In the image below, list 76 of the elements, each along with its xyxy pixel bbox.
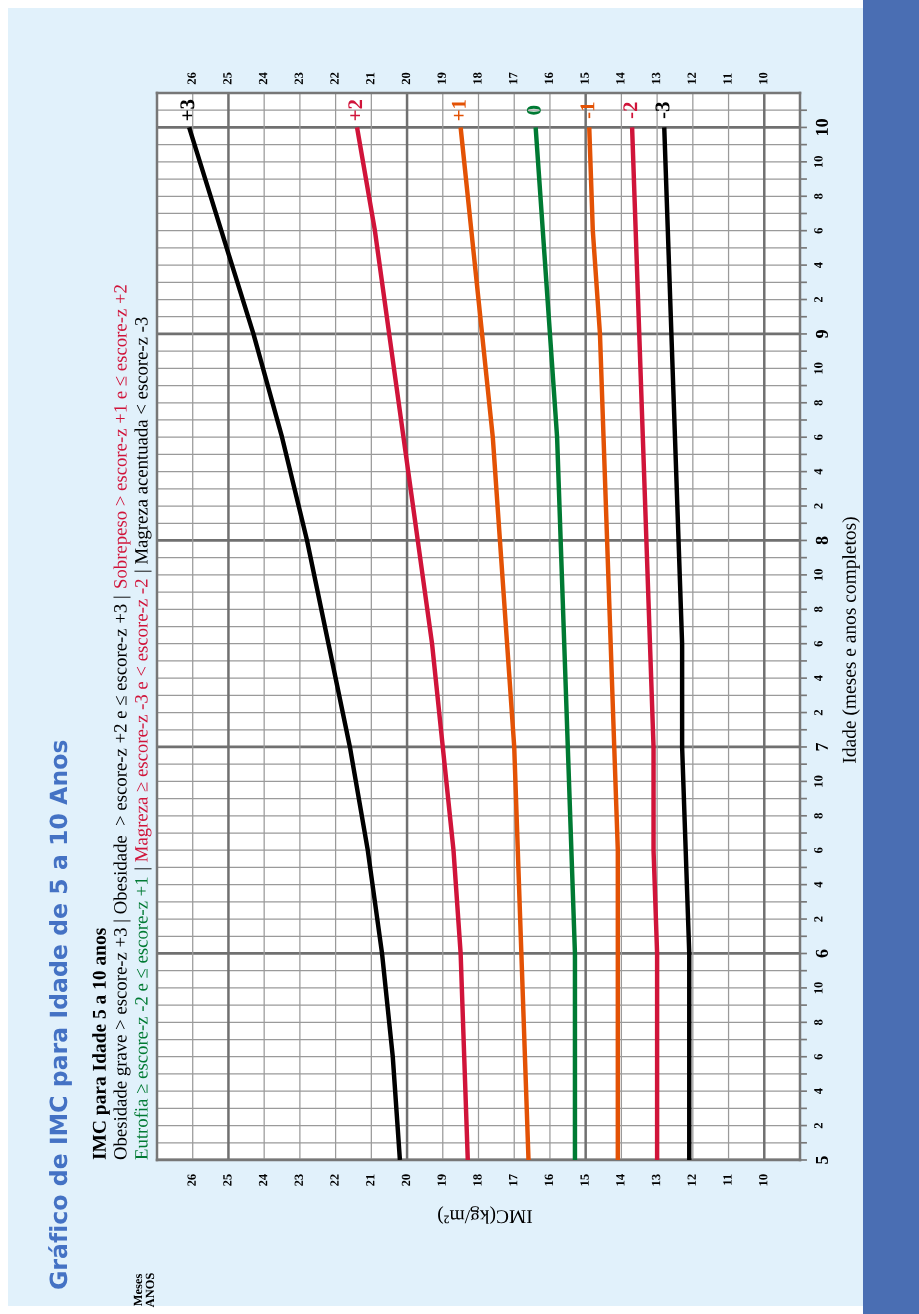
text: 0 — [526, 105, 541, 115]
x-tick-label: 25 — [223, 72, 232, 85]
y-tick-label: 10 — [815, 119, 828, 136]
x2-tick-label: 15 — [580, 1174, 589, 1186]
x-axis-title: IMC(kg/m²) — [438, 1206, 533, 1224]
x2-tick-label: 23 — [294, 1174, 304, 1186]
text: +1 — [451, 100, 466, 121]
x2-tick-label: 25 — [223, 1174, 232, 1186]
x2-tick-label: 26 — [187, 1174, 196, 1186]
x2-tick-label: 14 — [616, 1174, 625, 1186]
text: 2 — [814, 1122, 823, 1129]
text: Meses — [133, 1274, 143, 1307]
text: +3 — [180, 99, 195, 121]
x2-tick-label: 16 — [544, 1174, 554, 1186]
y-tick-label: 8 — [815, 536, 828, 545]
x2-tick-label: 10 — [758, 1174, 768, 1186]
x-tick-label: 21 — [366, 72, 375, 85]
x-tick-label: 23 — [294, 72, 304, 85]
x2-tick-label: 17 — [508, 1174, 518, 1186]
x-tick-label: 24 — [258, 72, 268, 85]
x2-tick-label: 13 — [651, 1174, 661, 1186]
x2-tick-label: 20 — [401, 1174, 411, 1186]
text: 2 — [814, 503, 823, 509]
x-tick-label: 11 — [723, 73, 732, 84]
line-series — [458, 125, 531, 1160]
x-tick-label: 10 — [758, 72, 768, 84]
text: +2 — [348, 99, 363, 121]
text: 2 — [814, 709, 823, 716]
x-tick-label: 19 — [437, 72, 446, 84]
line-series — [186, 125, 403, 1160]
x2-tick-label: 24 — [258, 1174, 268, 1186]
x2-tick-label: 22 — [330, 1174, 339, 1186]
x-tick-label: 12 — [687, 72, 696, 84]
x2-tick-label: 11 — [723, 1174, 732, 1185]
y-tick-label: 5 — [815, 1156, 828, 1164]
text: Obesidade grave > escore-z +3 | Obesidade > escore-z +2 e ≤ escore-z +3 | — [113, 596, 131, 1160]
text: ANOS — [145, 1273, 155, 1308]
x-tick-label: 17 — [508, 72, 518, 84]
x-tick-label: 16 — [544, 72, 554, 84]
x-tick-label: 22 — [330, 72, 339, 85]
line-series — [629, 125, 660, 1160]
text: 4 — [814, 262, 823, 269]
text: Gráfico de IMC para Idade de 5 a 10 Anos — [48, 740, 72, 1289]
x-tick-label: 14 — [616, 72, 625, 84]
text: Eutrofia ≥ escore-z -2 e ≤ escore-z +1 — [134, 877, 148, 1160]
x2-tick-label: 21 — [366, 1174, 375, 1186]
text: | Magreza acentuada < escore-z -3 — [134, 317, 152, 572]
text: Magreza ≥ escore-z -3 e < escore-z -2 — [135, 579, 152, 862]
x2-tick-label: 12 — [687, 1174, 696, 1186]
y-tick-label: 9 — [815, 330, 828, 338]
x-tick-label: 13 — [651, 72, 661, 84]
y-tick-label: 6 — [815, 949, 828, 958]
x2-tick-label: 18 — [473, 1174, 482, 1186]
text: IMC para Idade 5 a 10 anos — [92, 928, 110, 1160]
line-series — [354, 125, 470, 1160]
text: -1 — [580, 102, 595, 119]
text: Sobrepeso > escore-z +1 e ≤ escore-z +2 — [113, 285, 131, 588]
text: 4 — [814, 1088, 823, 1095]
text: 4 — [814, 675, 823, 682]
text: 4 — [814, 468, 823, 475]
text: 2 — [814, 916, 823, 922]
text: | — [134, 868, 152, 870]
text: -3 — [655, 102, 670, 119]
x-tick-label: 20 — [401, 72, 411, 85]
x2-tick-label: 19 — [437, 1174, 446, 1186]
y-tick-label: 7 — [815, 742, 828, 751]
line-series — [533, 125, 578, 1160]
y-axis-title: Idade (meses e anos completos) — [842, 517, 860, 763]
text: -2 — [623, 102, 638, 119]
line-series — [587, 125, 621, 1160]
line-series — [662, 125, 692, 1160]
text: 4 — [814, 881, 823, 888]
text: 2 — [814, 296, 823, 303]
x-tick-label: 18 — [473, 72, 482, 84]
x-tick-label: 15 — [580, 72, 589, 84]
x-tick-label: 26 — [187, 72, 196, 85]
